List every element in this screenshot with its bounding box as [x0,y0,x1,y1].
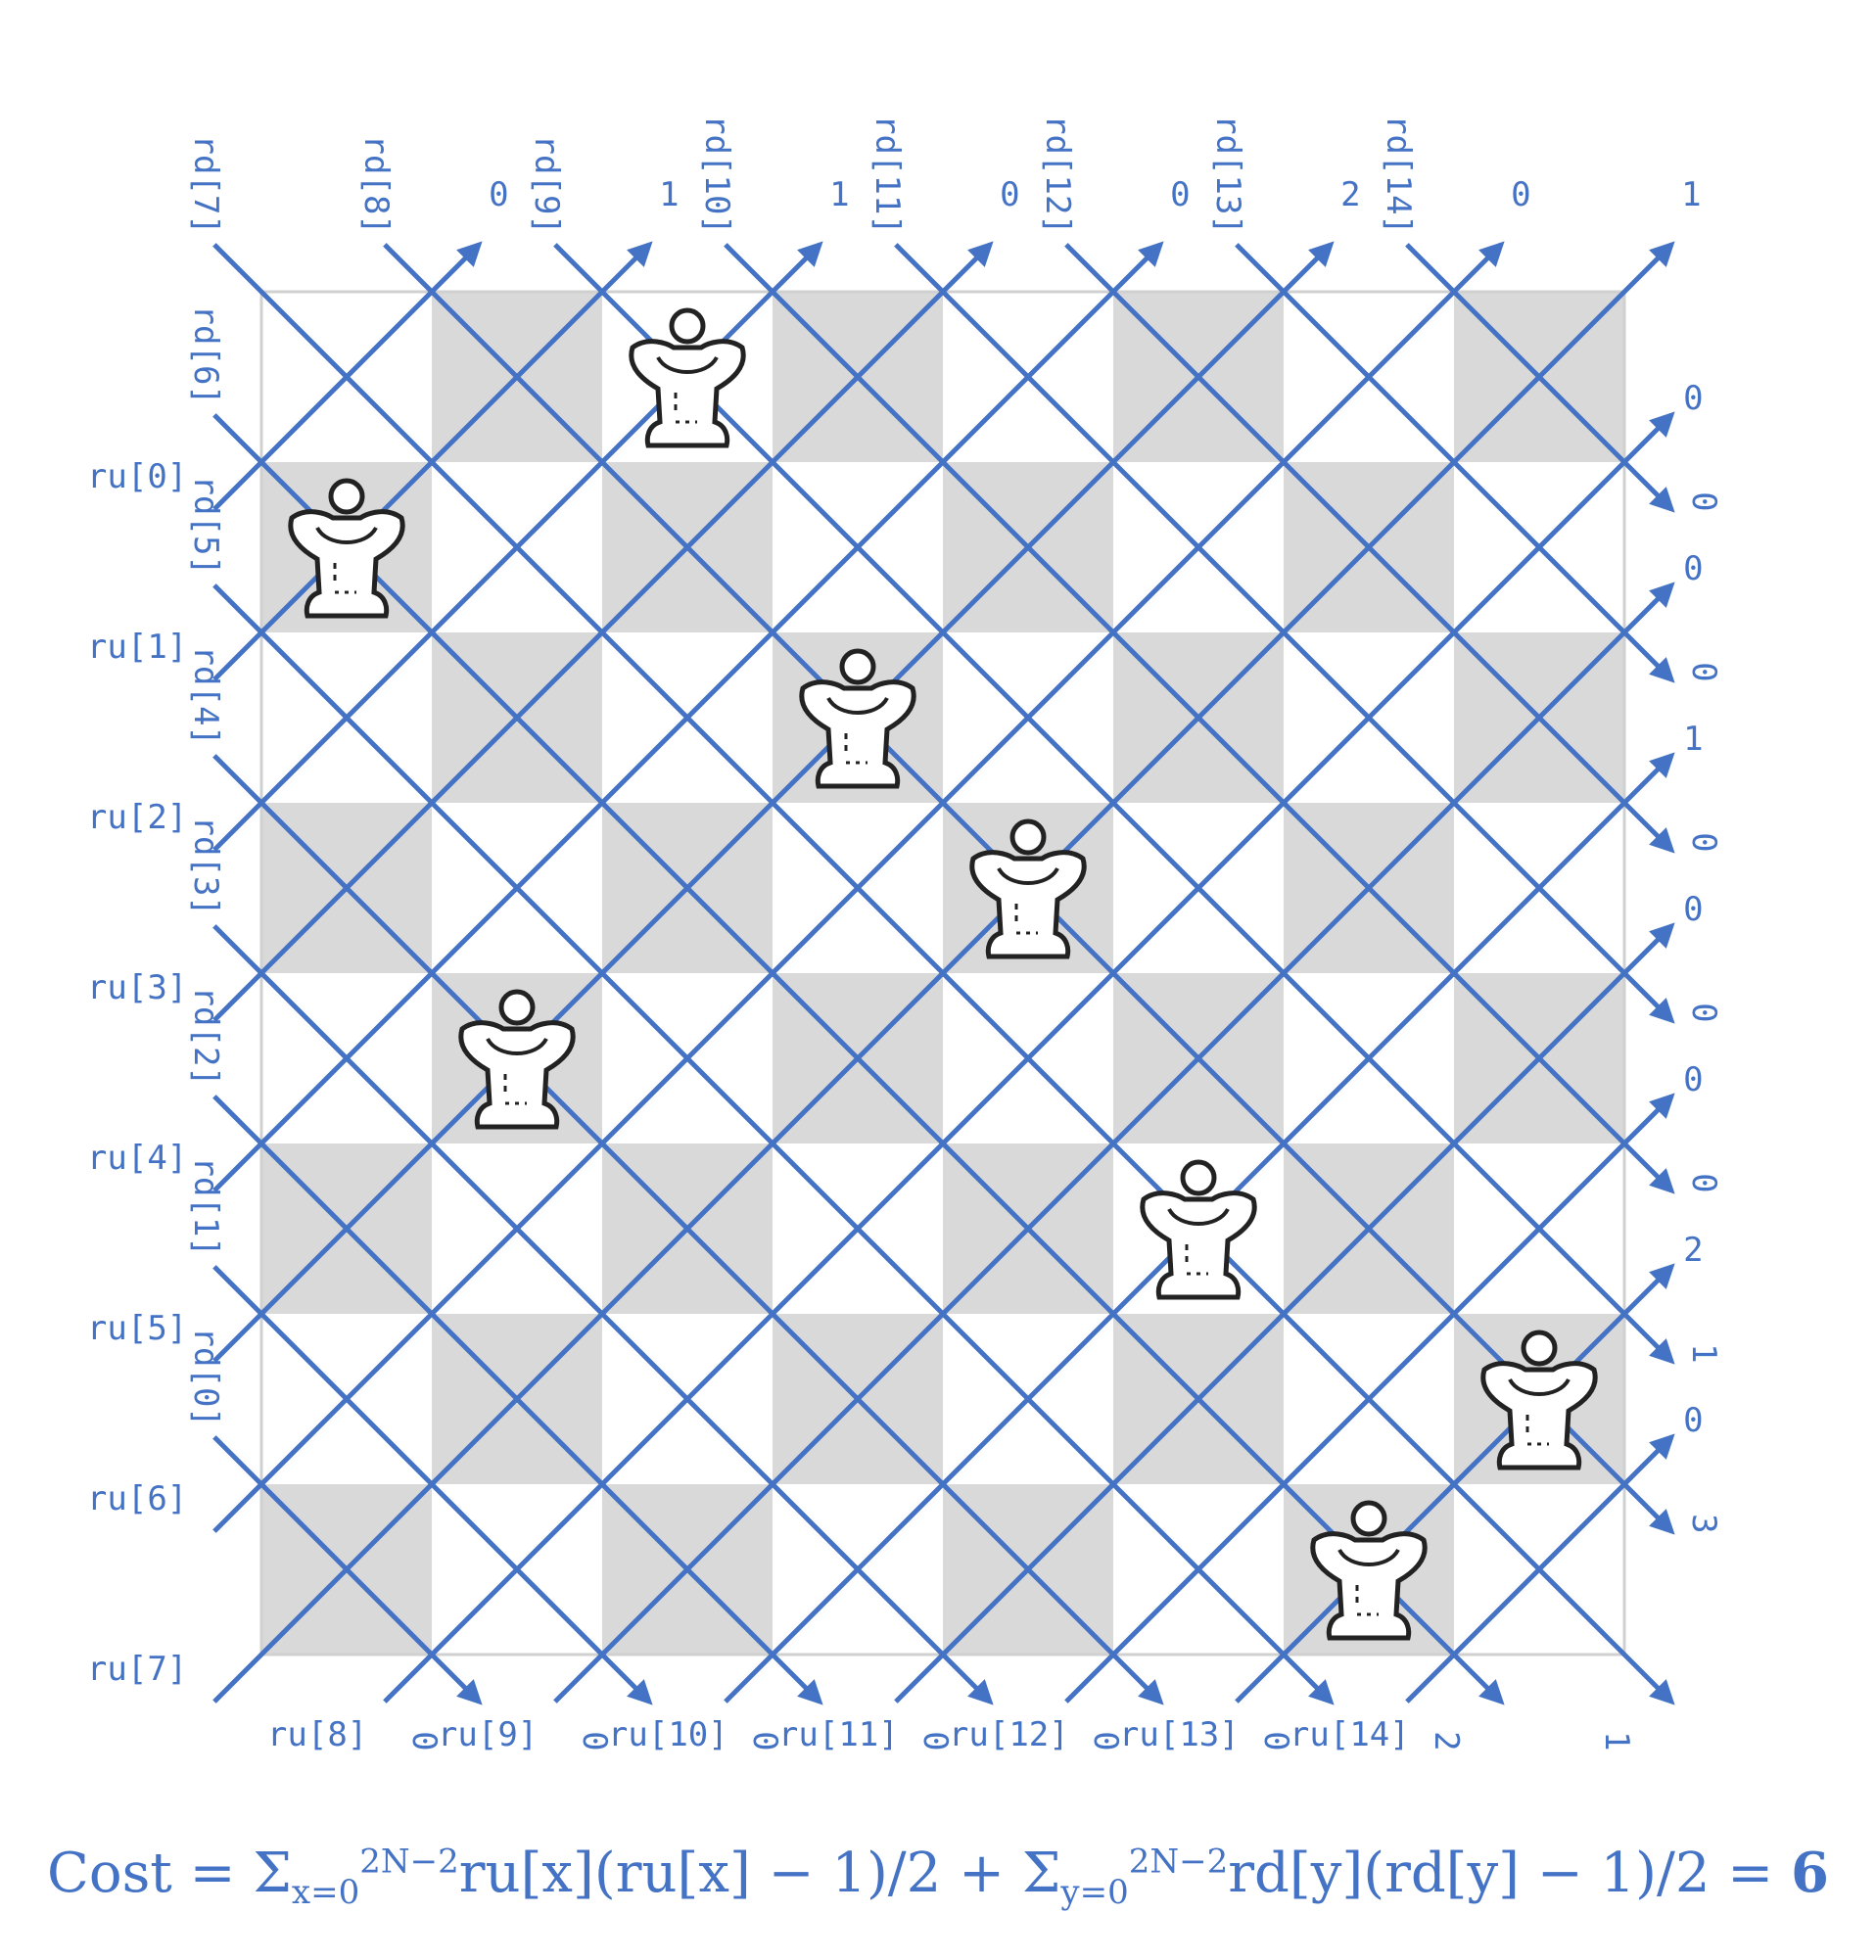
ru-label: ru[8] [267,1715,367,1754]
rd-count: 0 [575,1731,614,1750]
sum2-lower-bound: y=0 [1060,1873,1129,1913]
rd-diagonal-line [553,243,1675,1365]
ru-count: 0 [1511,175,1530,214]
rd-count: 0 [915,1731,955,1750]
ru-count: 1 [1681,175,1701,214]
rd-label: rd[11] [868,115,907,235]
rd-diagonal-line [212,1265,653,1705]
ru-label: ru[12] [949,1715,1069,1754]
sum2-upper-bound: 2N−2 [1128,1842,1229,1882]
rd-diagonal-line [1064,243,1675,854]
ru-count: 0 [1683,1060,1703,1099]
rd-diagonal-line [1405,243,1675,513]
rd-label: rd[8] [356,135,396,235]
diagonal-lines [212,241,1675,1705]
rd-label: rd[0] [186,1328,225,1427]
diagonal-labels: ru[0] ru[1] ru[2] ru[3] ru[4] ru[5] ru[6] ru[7]… [87,115,1723,1754]
rd-label: rd[6] [186,305,225,405]
rd-diagonal-line [212,924,994,1705]
rd-label: rd[2] [186,987,225,1087]
rd-diagonal-line [212,1095,823,1705]
rd-label: rd[10] [697,115,736,235]
sum1-lower-bound: x=0 [291,1873,360,1913]
rd-count: 3 [1684,1514,1723,1533]
rd-label: rd[9] [527,135,566,235]
ru-label: ru[1] [87,628,187,667]
rd-count: 0 [745,1731,784,1750]
ru-label: ru[2] [87,798,187,837]
ru-label: ru[4] [87,1139,187,1178]
rd-diagonal-line [212,754,1164,1705]
rd-diagonal-line [1235,243,1675,683]
ru-label: ru[3] [87,968,187,1007]
ru-count: 0 [1000,175,1019,214]
ru-count: 2 [1683,1231,1703,1270]
ru-label: ru[13] [1119,1715,1240,1754]
rd-label: rd[14] [1379,115,1418,235]
sum1-symbol: Σ [253,1842,292,1905]
rd-count: 0 [404,1731,444,1750]
formula-lhs: Cost = [47,1842,254,1905]
ru-count: 1 [829,175,849,214]
rd-count: 0 [1684,1173,1723,1192]
rd-count: 1 [1597,1731,1636,1750]
rd-count: 0 [1684,832,1723,852]
rd-count: 1 [1684,1343,1723,1363]
ru-count: 0 [1683,1401,1703,1440]
rd-diagonal-line [894,243,1675,1024]
ru-count: 0 [1683,890,1703,929]
rd-count: 0 [1086,1731,1125,1750]
ru-label: ru[0] [87,457,187,496]
ru-count: 0 [1683,549,1703,588]
ru-label: ru[7] [87,1650,187,1689]
rd-label: rd[12] [1038,115,1077,235]
formula-result: 6 [1791,1841,1829,1905]
ru-count: 2 [1340,175,1360,214]
rd-count: 0 [1684,1003,1723,1022]
rd-count: 0 [1684,662,1723,681]
rd-label: rd[7] [186,135,225,235]
ru-count: 1 [659,175,679,214]
rd-diagonal-line [212,1435,483,1705]
rd-label: rd[4] [186,646,225,746]
rd-count: 0 [1256,1731,1295,1750]
rd-diagonal-line [724,243,1675,1194]
ru-label: ru[6] [87,1479,187,1518]
rd-diagonal-line [212,583,1335,1705]
ru-count: 0 [489,175,508,214]
formula-term-rd: rd[y](rd[y] − 1)/2 = [1228,1842,1792,1905]
rd-label: rd[13] [1208,115,1247,235]
sum1-upper-bound: 2N−2 [359,1842,459,1882]
ru-count: 0 [1683,379,1703,418]
ru-label: ru[10] [608,1715,728,1754]
ru-label: ru[14] [1290,1715,1410,1754]
rd-diagonal-line [212,413,1505,1705]
rd-count: 0 [1684,491,1723,511]
rd-count: 2 [1427,1731,1466,1750]
ru-label: ru[9] [438,1715,538,1754]
rd-diagonal-line [212,243,1675,1705]
ru-label: ru[11] [778,1715,899,1754]
rd-label: rd[3] [186,817,225,916]
ru-label: ru[5] [87,1309,187,1348]
sum2-symbol: Σ [1021,1842,1061,1905]
rd-label: rd[5] [186,476,225,576]
cost-formula: Cost = Σx=02N−2ru[x](ru[x] − 1)/2 + Σy=0… [0,1841,1876,1912]
rd-label: rd[1] [186,1157,225,1257]
ru-count: 1 [1683,720,1703,759]
ru-count: 0 [1170,175,1190,214]
formula-term-ru: ru[x](ru[x] − 1)/2 + [458,1842,1022,1905]
